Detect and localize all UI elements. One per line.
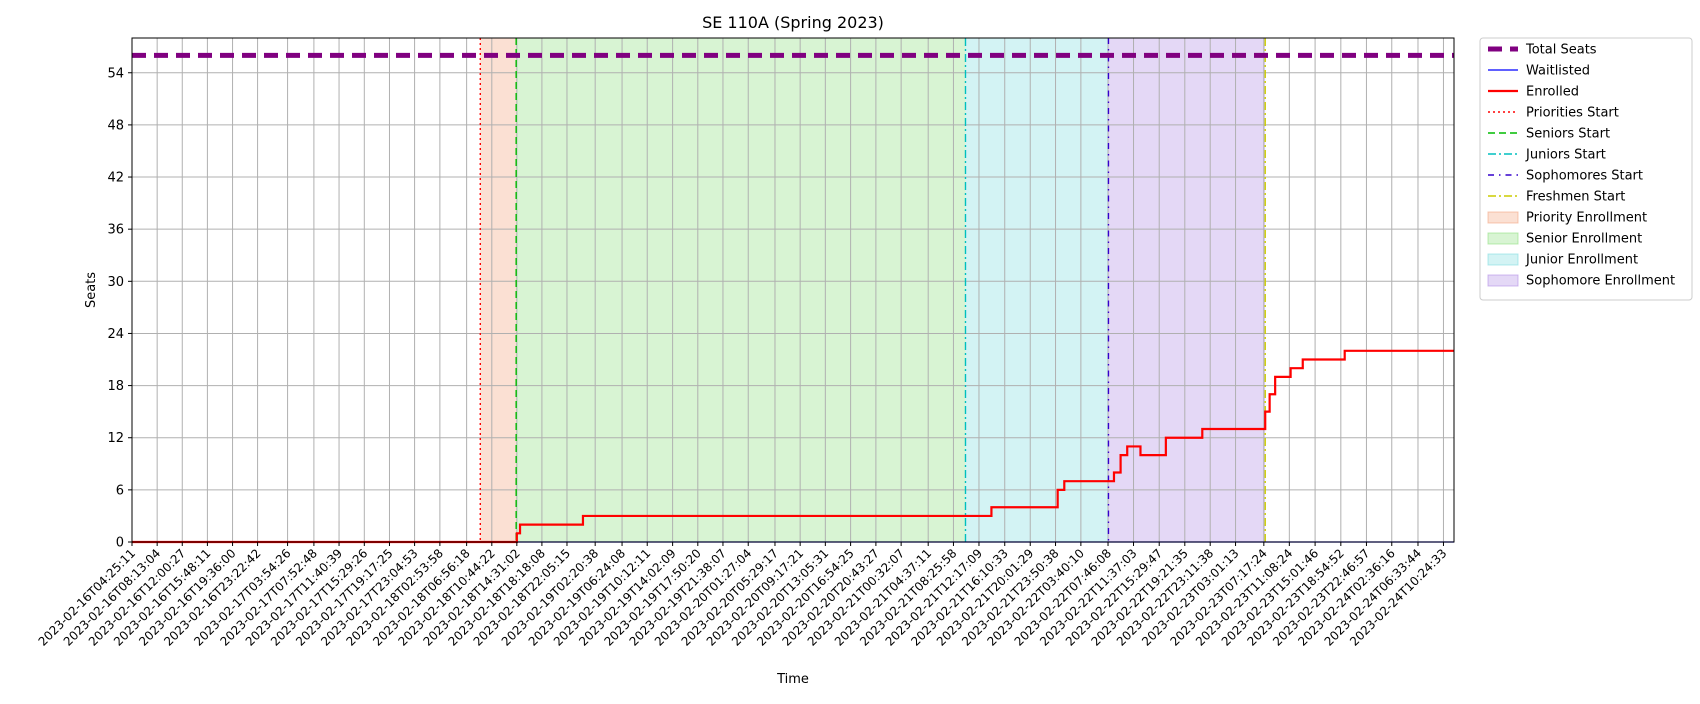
legend-item-juniors-start-label: Juniors Start [1525,148,1606,163]
legend-item-enrolled-label: Enrolled [1526,85,1579,100]
legend-item-priorities-start-label: Priorities Start [1526,106,1619,121]
y-tick-label: 6 [116,483,124,498]
chart-title: SE 110A (Spring 2023) [702,13,884,32]
span-priority-enrollment [480,38,517,542]
span-sophomore-enrollment [1108,38,1266,542]
legend-item-junior-enrollment-swatch [1487,253,1519,266]
series-enrolled [132,349,1454,544]
span-junior-enrollment [965,38,1109,542]
legend-item-total-seats-label: Total Seats [1525,43,1597,58]
y-tick-label: 24 [107,327,124,342]
y-tick-label: 54 [107,66,124,81]
start-markers [479,38,1266,542]
y-tick-label: 30 [107,275,124,290]
legend-box [1479,37,1693,301]
plot-frame [131,37,1455,543]
legend-item-junior-enrollment-label: Junior Enrollment [1525,253,1638,268]
legend-item-sophomores-start-label: Sophomores Start [1526,169,1643,184]
legend-item-waitlisted-label: Waitlisted [1526,64,1590,79]
legend-item-seniors-start-label: Seniors Start [1526,127,1610,142]
x-axis-label: Time [776,672,809,687]
y-axis-label: Seats [84,272,99,308]
y-tick-label: 12 [107,431,124,446]
span-senior-enrollment [516,38,966,542]
legend-item-senior-enrollment-label: Senior Enrollment [1526,232,1642,247]
y-tick-label: 48 [107,118,124,133]
y-tick-label: 18 [107,379,124,394]
legend-item-sophomore-enrollment-label: Sophomore Enrollment [1526,274,1675,289]
legend-item-priority-enrollment-swatch [1487,211,1519,224]
enrollment-spans [480,38,1266,542]
legend: Total Seats Waitlisted Enrolled Priorities … [1479,37,1693,301]
x-axis-ticks: 2023-02-16T04:25:112023-02-16T08:13:0420… [36,542,1450,649]
y-tick-label: 36 [107,223,124,238]
y-tick-label: 0 [116,536,124,551]
y-axis-ticks: 0 6 12 18 24 30 36 42 48 54 [107,66,132,551]
legend-item-sophomore-enrollment-swatch [1487,274,1519,287]
legend-item-priority-enrollment-label: Priority Enrollment [1526,211,1647,226]
legend-item-senior-enrollment-swatch [1487,232,1519,245]
y-tick-label: 42 [107,171,124,186]
legend-item-freshmen-start-label: Freshmen Start [1526,190,1625,205]
